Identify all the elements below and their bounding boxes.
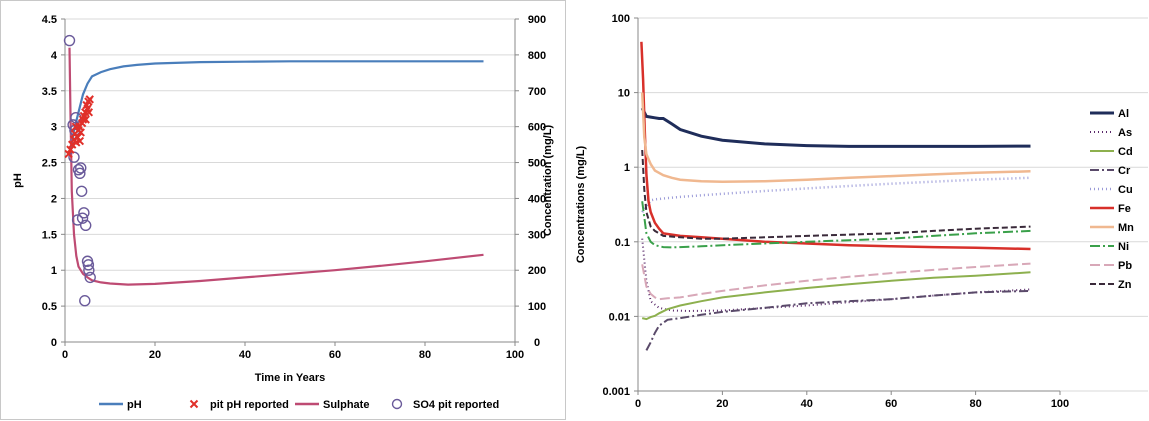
so4-pit-point	[74, 167, 86, 180]
series-line-ni	[641, 201, 1031, 249]
x-tick-label: 100	[506, 349, 524, 361]
y-tick-label: 2	[51, 193, 57, 205]
x-axis-title: Time in Years	[255, 372, 326, 384]
legend-label: As	[1118, 127, 1132, 139]
y-tick-label: 0.01	[609, 311, 630, 323]
y-tick-label: 1	[624, 162, 630, 174]
y-tick-label: 100	[612, 13, 630, 25]
legend-label: pH	[127, 399, 142, 411]
x-tick-label: 80	[419, 349, 431, 361]
y2-tick-label: 800	[528, 50, 546, 62]
legend-label: Sulphate	[323, 399, 369, 411]
pit-ph-point	[85, 95, 94, 104]
y-tick-label: 0.1	[615, 237, 630, 249]
y-tick-label: 3.5	[42, 86, 57, 98]
series-line-sulphate	[68, 47, 484, 286]
so4-pit-point	[76, 212, 89, 224]
x-tick-label: 80	[969, 398, 981, 410]
x-tick-label: 20	[149, 349, 161, 361]
y2-tick-label: 600	[528, 122, 546, 134]
y-tick-label: 0	[51, 337, 57, 349]
legend-label: Al	[1118, 108, 1129, 120]
legend-label: pit pH reported	[210, 399, 289, 411]
pit-ph-point	[67, 140, 77, 149]
so4-pit-point	[79, 295, 91, 307]
series-line-as	[641, 238, 1031, 313]
y2-tick-label: 900	[528, 14, 546, 26]
pit-ph-point	[81, 115, 90, 124]
y-tick-label: 3	[51, 122, 57, 134]
legend-label: SO4 pit reported	[413, 399, 499, 411]
legend-label: Zn	[1118, 279, 1132, 291]
pit-ph-point	[84, 108, 94, 117]
x-tick-label: 20	[716, 398, 728, 410]
x-tick-label: 0	[635, 398, 641, 410]
pit-ph-point	[64, 149, 73, 159]
series-line-ph	[68, 60, 484, 156]
x-tick-label: 60	[329, 349, 341, 361]
y-axis-title: pH	[12, 173, 24, 188]
so4-pit-point	[75, 162, 87, 174]
pit-ph-point	[66, 145, 75, 154]
y2-tick-label: 100	[528, 301, 546, 313]
y2-tick-label: 400	[528, 193, 546, 205]
so4-pit-point	[84, 271, 96, 284]
pit-ph-point	[71, 122, 81, 131]
y2-axis-title: Concentration (mg/L)	[542, 125, 554, 237]
legend-label: Cr	[1118, 165, 1131, 177]
y-tick-label: 10	[618, 88, 630, 100]
x-tick-label: 100	[1051, 398, 1069, 410]
series-line-cu	[641, 176, 1031, 213]
y-tick-label: 4.5	[42, 14, 57, 26]
series-line-zn	[641, 149, 1031, 240]
ph-sulphate-chart: 00.511.522.533.544.501002003004005006007…	[12, 14, 554, 411]
series-line-fe	[640, 41, 1031, 251]
so4-pit-point	[82, 259, 95, 271]
y-tick-label: 4	[51, 50, 58, 62]
series-line-mn	[640, 92, 1031, 183]
y-tick-label: 2.5	[42, 158, 57, 170]
metals-concentration-chart: 0.001 0.01 0.1 1 10 100 0 20 40 60 80 100 Concentrat…	[575, 13, 1148, 410]
y-tick-label: 0.5	[42, 301, 57, 313]
so4-pit-point	[79, 219, 92, 232]
so4-pit-point	[78, 207, 90, 219]
x-tick-label: 40	[801, 398, 813, 410]
y2-tick-label: 500	[528, 158, 546, 170]
pit-ph-point	[75, 136, 85, 146]
so4-pit-point	[83, 264, 95, 276]
legend-label: Ni	[1118, 241, 1129, 253]
legend-swatch	[189, 399, 199, 409]
legend-label: Pb	[1118, 260, 1132, 272]
series-line-cd	[641, 271, 1031, 321]
y-tick-label: 1.5	[42, 229, 57, 241]
series-line-cr	[645, 289, 1031, 351]
y-tick-label: 0.001	[602, 386, 630, 398]
series-line-pb	[641, 262, 1031, 301]
y2-tick-label: 200	[528, 265, 546, 277]
legend-label: Cu	[1118, 184, 1133, 196]
so4-pit-point	[75, 185, 88, 197]
y-tick-label: 1	[51, 265, 57, 277]
y2-tick-label: 300	[528, 229, 546, 241]
chart-panel-right: 0.001 0.01 0.1 1 10 100 0 20 40 60 80 100 Concentrat…	[570, 0, 1149, 420]
x-tick-label: 60	[885, 398, 897, 410]
so4-pit-point	[63, 34, 76, 47]
chart-panel-left: 0 0.5 1 1.5 2 2.5 3 3.5 4 4.5 0 100 200 300 400 500 600 7…	[0, 0, 566, 420]
so4-pit-point	[71, 214, 84, 226]
legend-label: Mn	[1118, 222, 1134, 234]
x-tick-label: 0	[62, 349, 68, 361]
legend-swatch	[391, 398, 403, 410]
legend-label: Cd	[1118, 146, 1133, 158]
y-axis-title: Concentrations (mg/L)	[575, 146, 587, 264]
y2-tick-label: 0	[534, 337, 540, 349]
y2-tick-label: 700	[528, 86, 546, 98]
legend-label: Fe	[1118, 203, 1131, 215]
series-line-al	[640, 107, 1031, 148]
x-tick-label: 40	[239, 349, 251, 361]
